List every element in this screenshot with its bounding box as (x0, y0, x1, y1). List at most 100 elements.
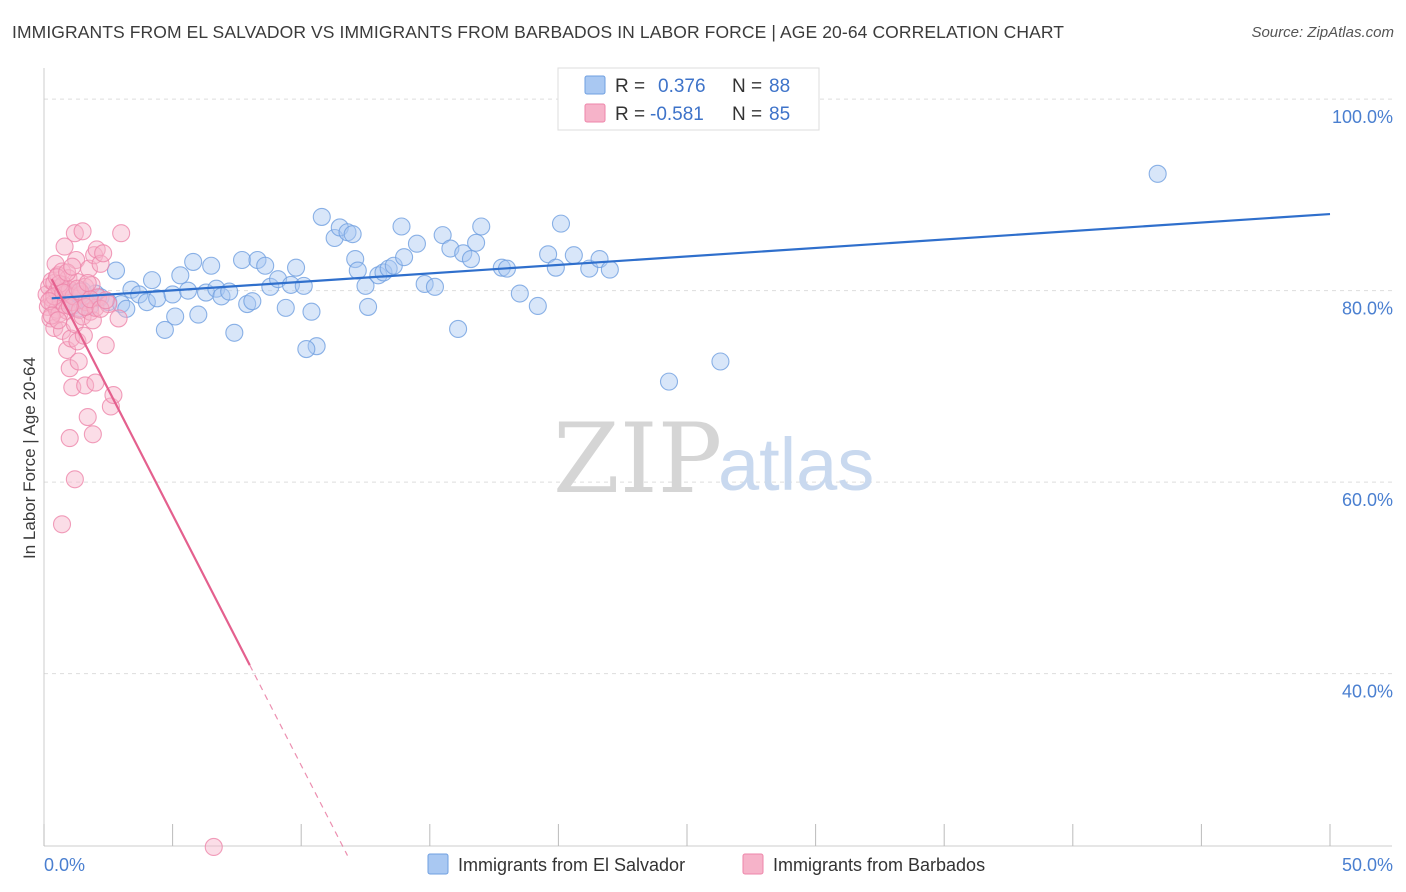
data-point (40, 292, 59, 311)
data-point (243, 292, 262, 311)
axes (43, 68, 1392, 847)
series-el-salvador-points (50, 164, 1167, 391)
data-point (276, 298, 295, 317)
data-point (395, 248, 414, 267)
data-point (130, 285, 149, 304)
data-point (528, 296, 547, 316)
x-tick-labels: 0.0% 50.0% (44, 855, 1393, 875)
data-point (148, 289, 167, 308)
data-point (238, 295, 257, 314)
data-point (312, 207, 331, 226)
data-point (189, 305, 208, 324)
stats-swatch-pink (584, 103, 606, 123)
y-tick-label: 100.0% (1332, 107, 1393, 127)
stats-r-label-pink: R = (615, 104, 645, 125)
watermark-atlas: atlas (718, 423, 874, 506)
data-point (297, 340, 316, 359)
legend-swatch-barbados (742, 853, 764, 875)
data-point (109, 309, 128, 328)
stats-r-value-pink: -0.581 (650, 104, 704, 125)
data-point (415, 274, 434, 293)
data-point (392, 217, 411, 236)
data-point (546, 258, 565, 277)
data-point (551, 214, 571, 233)
data-point (359, 297, 378, 316)
x-tick-label: 0.0% (44, 855, 85, 875)
data-point (55, 237, 74, 256)
data-point (600, 260, 619, 279)
stats-legend: R = 0.376 N = 88 R = -0.581 N = 85 (557, 67, 820, 131)
data-point (225, 323, 244, 342)
data-point (659, 372, 679, 391)
data-point (60, 359, 79, 378)
legend-label-barbados: Immigrants from Barbados (773, 855, 985, 875)
data-point (91, 254, 110, 273)
data-point (83, 425, 102, 444)
data-point (76, 376, 95, 395)
data-point (112, 295, 131, 314)
y-tick-label: 60.0% (1342, 490, 1393, 510)
data-point (112, 224, 131, 243)
data-point (256, 256, 275, 275)
data-point (461, 250, 481, 269)
data-point (60, 429, 79, 448)
data-point (425, 277, 444, 296)
data-point (539, 245, 558, 264)
stats-r-value-blue: 0.376 (658, 76, 706, 97)
data-point (155, 320, 174, 339)
data-point (137, 293, 156, 312)
stats-n-value-blue: 88 (769, 76, 790, 97)
data-point (163, 285, 182, 304)
trend-line-solid (50, 278, 251, 666)
data-point (91, 299, 110, 318)
data-point (407, 234, 426, 253)
data-point (307, 337, 326, 356)
data-point (78, 273, 97, 293)
trend-line-dashed (249, 664, 349, 856)
stats-swatch-blue (584, 75, 606, 95)
data-point (343, 225, 362, 244)
chart-title: IMMIGRANTS FROM EL SALVADOR VS IMMIGRANT… (12, 22, 1065, 42)
data-point (78, 407, 97, 427)
source-credit: Source: ZipAtlas.com (1251, 24, 1394, 41)
data-point (204, 837, 223, 857)
data-point (96, 336, 115, 355)
data-point (49, 311, 68, 330)
y-tick-label: 40.0% (1342, 682, 1393, 702)
data-point (106, 261, 126, 280)
data-point (294, 276, 313, 295)
data-point (94, 244, 113, 263)
data-point (348, 261, 367, 280)
legend-swatch-el-salvador (427, 853, 449, 875)
data-point (65, 470, 84, 489)
y-tick-label: 80.0% (1342, 299, 1393, 319)
y-tick-labels: 100.0% 80.0% 60.0% 40.0% (1332, 107, 1393, 702)
data-point (1148, 164, 1167, 183)
data-point (73, 222, 92, 241)
stats-r-label-blue: R = (615, 76, 645, 97)
data-point (58, 263, 77, 282)
stats-n-value-pink: 85 (769, 104, 790, 125)
trend-line-solid (51, 212, 1331, 300)
data-point (467, 233, 486, 252)
trend-lines (50, 212, 1331, 856)
gridlines (44, 98, 1392, 675)
data-point (52, 515, 72, 534)
series-barbados-points (37, 222, 223, 857)
data-point (142, 271, 162, 290)
data-point (449, 319, 468, 339)
watermark-zip: ZIP (553, 403, 722, 515)
data-point (564, 246, 583, 265)
data-point (171, 266, 190, 285)
x-tick-label: 50.0% (1342, 855, 1393, 875)
data-point (510, 284, 529, 303)
series-legend: Immigrants from El Salvador Immigrants f… (427, 853, 985, 875)
y-axis-title: In Labor Force | Age 20-64 (20, 357, 39, 559)
data-point (472, 217, 491, 236)
data-point (433, 226, 452, 245)
data-point (281, 275, 300, 294)
watermark: ZIP atlas (553, 403, 874, 515)
data-point (184, 252, 203, 271)
data-point (346, 250, 365, 269)
